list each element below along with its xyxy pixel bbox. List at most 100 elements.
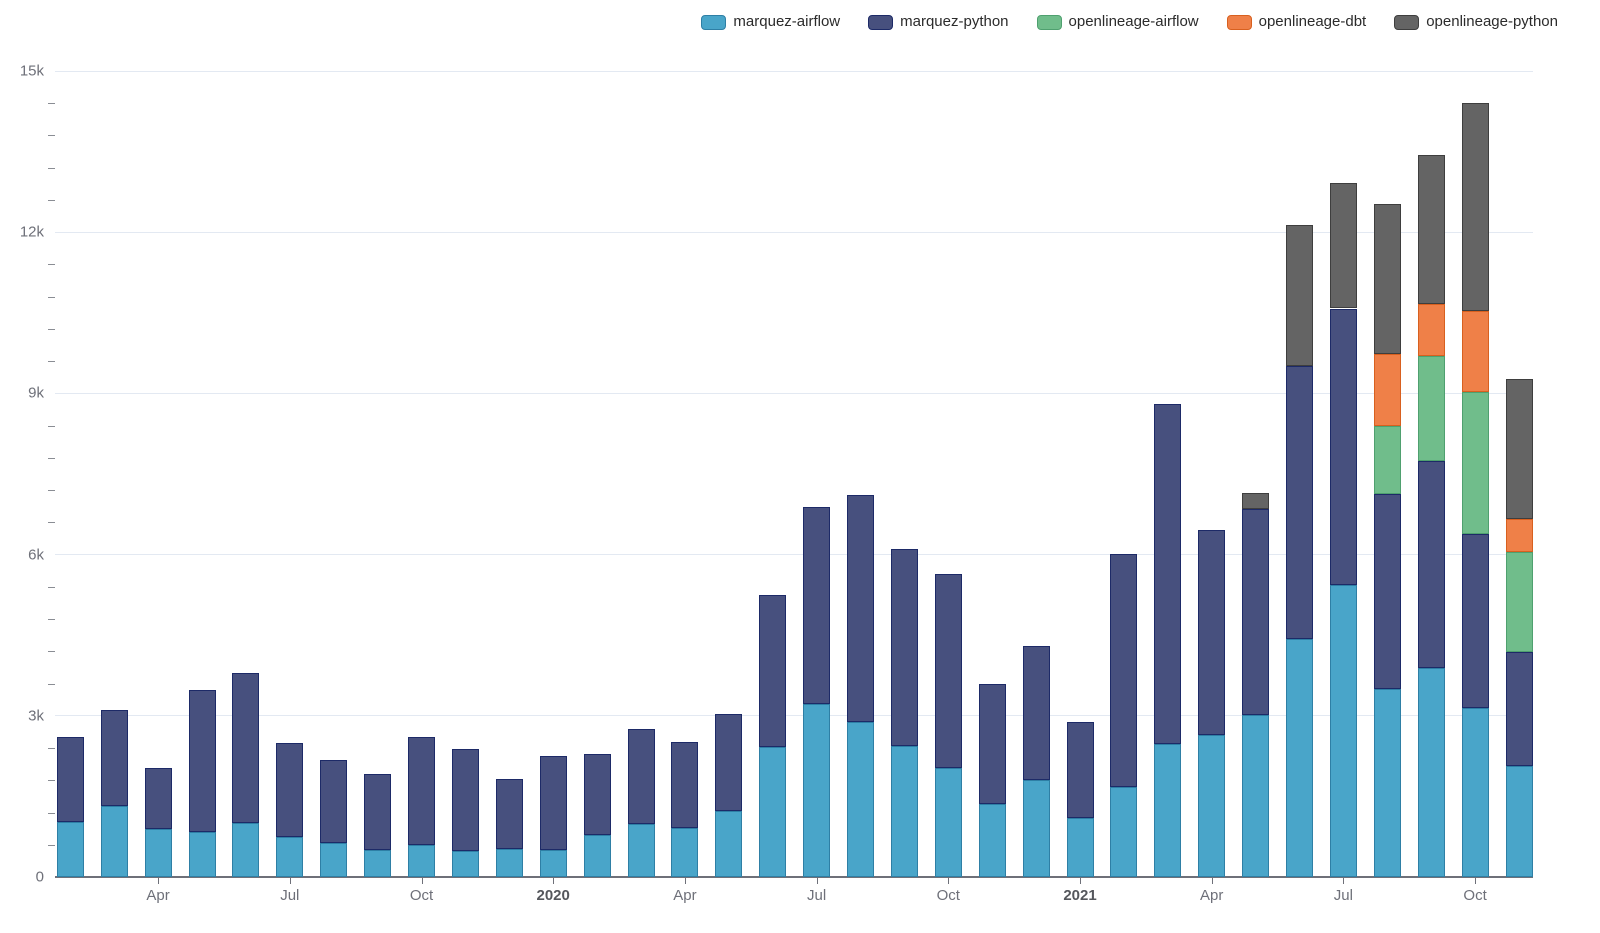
segment-marquez-airflow-2020-04[interactable]	[671, 828, 699, 877]
segment-marquez-python-2020-11[interactable]	[978, 683, 1006, 804]
bar-2021-10[interactable]	[1461, 0, 1489, 877]
segment-openlineage-python-2021-05[interactable]	[1242, 492, 1270, 509]
segment-marquez-python-2019-12[interactable]	[495, 778, 523, 850]
segment-openlineage-python-2021-08[interactable]	[1373, 203, 1401, 354]
segment-marquez-python-2021-03[interactable]	[1154, 403, 1182, 745]
bar-2020-02[interactable]	[583, 0, 611, 877]
bar-2019-02[interactable]	[56, 0, 84, 877]
segment-openlineage-python-2021-10[interactable]	[1461, 102, 1489, 311]
segment-marquez-python-2019-05[interactable]	[188, 690, 216, 833]
segment-marquez-airflow-2019-10[interactable]	[408, 845, 435, 877]
segment-marquez-python-2021-10[interactable]	[1461, 534, 1489, 708]
segment-marquez-python-2021-07[interactable]	[1329, 308, 1357, 586]
segment-marquez-airflow-2020-11[interactable]	[978, 803, 1006, 877]
segment-marquez-python-2019-02[interactable]	[56, 736, 84, 823]
legend-item-openlineage-python[interactable]: openlineage-python	[1394, 12, 1558, 32]
segment-marquez-airflow-2019-05[interactable]	[188, 832, 216, 877]
bar-2019-09[interactable]	[364, 0, 392, 877]
segment-marquez-python-2020-05[interactable]	[715, 713, 743, 811]
segment-marquez-airflow-2020-02[interactable]	[583, 834, 611, 877]
segment-marquez-airflow-2021-07[interactable]	[1329, 585, 1357, 877]
segment-marquez-python-2019-10[interactable]	[408, 737, 435, 846]
segment-marquez-python-2021-04[interactable]	[1198, 530, 1226, 735]
bar-2021-06[interactable]	[1286, 0, 1313, 877]
bar-2020-12[interactable]	[1022, 0, 1050, 877]
segment-marquez-python-2021-11[interactable]	[1505, 651, 1533, 767]
segment-marquez-python-2020-12[interactable]	[1022, 646, 1050, 780]
segment-marquez-airflow-2020-08[interactable]	[847, 721, 874, 877]
bar-2021-09[interactable]	[1417, 0, 1445, 877]
segment-marquez-python-2019-08[interactable]	[320, 759, 348, 844]
bar-2020-04[interactable]	[671, 0, 699, 877]
segment-marquez-python-2021-09[interactable]	[1417, 460, 1445, 668]
bar-2020-05[interactable]	[715, 0, 743, 877]
bar-2020-09[interactable]	[890, 0, 918, 877]
bar-2021-05[interactable]	[1242, 0, 1270, 877]
segment-marquez-python-2019-04[interactable]	[144, 768, 172, 830]
segment-openlineage-airflow-2021-09[interactable]	[1417, 356, 1445, 461]
segment-marquez-airflow-2019-11[interactable]	[451, 851, 479, 877]
segment-marquez-airflow-2021-08[interactable]	[1373, 689, 1401, 877]
segment-marquez-python-2019-09[interactable]	[364, 774, 392, 850]
legend-item-marquez-python[interactable]: marquez-python	[868, 12, 1009, 32]
bar-2019-12[interactable]	[495, 0, 523, 877]
segment-marquez-airflow-2019-06[interactable]	[232, 823, 260, 877]
segment-marquez-airflow-2019-12[interactable]	[495, 849, 523, 877]
bar-2019-05[interactable]	[188, 0, 216, 877]
segment-marquez-airflow-2019-08[interactable]	[320, 843, 348, 877]
segment-marquez-airflow-2021-06[interactable]	[1286, 638, 1313, 877]
segment-marquez-airflow-2021-05[interactable]	[1242, 714, 1270, 877]
segment-marquez-airflow-2021-01[interactable]	[1066, 817, 1094, 877]
bar-2019-03[interactable]	[100, 0, 128, 877]
segment-marquez-airflow-2019-07[interactable]	[276, 837, 304, 877]
segment-openlineage-airflow-2021-08[interactable]	[1373, 426, 1401, 494]
bar-2021-03[interactable]	[1154, 0, 1182, 877]
bar-2021-04[interactable]	[1198, 0, 1226, 877]
bar-2020-06[interactable]	[759, 0, 787, 877]
bar-2019-11[interactable]	[451, 0, 479, 877]
segment-marquez-airflow-2021-11[interactable]	[1505, 766, 1533, 877]
bar-2020-10[interactable]	[934, 0, 962, 877]
segment-marquez-airflow-2020-10[interactable]	[934, 767, 962, 877]
bar-2019-06[interactable]	[232, 0, 260, 877]
bar-2021-02[interactable]	[1110, 0, 1138, 877]
segment-openlineage-python-2021-06[interactable]	[1286, 225, 1313, 366]
segment-marquez-python-2021-05[interactable]	[1242, 508, 1270, 715]
segment-openlineage-dbt-2021-10[interactable]	[1461, 310, 1489, 392]
segment-marquez-airflow-2020-05[interactable]	[715, 810, 743, 877]
segment-marquez-airflow-2019-03[interactable]	[100, 806, 128, 877]
segment-marquez-airflow-2021-10[interactable]	[1461, 707, 1489, 877]
segment-marquez-python-2021-01[interactable]	[1066, 722, 1094, 818]
segment-openlineage-dbt-2021-09[interactable]	[1417, 303, 1445, 357]
bar-2020-11[interactable]	[978, 0, 1006, 877]
segment-marquez-python-2020-10[interactable]	[934, 573, 962, 768]
bar-2020-03[interactable]	[627, 0, 655, 877]
segment-marquez-airflow-2020-03[interactable]	[627, 824, 655, 877]
segment-marquez-python-2020-02[interactable]	[583, 753, 611, 835]
segment-openlineage-python-2021-07[interactable]	[1329, 182, 1357, 309]
legend-item-marquez-airflow[interactable]: marquez-airflow	[701, 12, 840, 32]
segment-marquez-python-2020-09[interactable]	[890, 549, 918, 747]
segment-openlineage-airflow-2021-11[interactable]	[1505, 552, 1533, 652]
segment-marquez-airflow-2021-02[interactable]	[1110, 787, 1138, 877]
segment-marquez-airflow-2020-06[interactable]	[759, 746, 787, 877]
segment-marquez-python-2019-07[interactable]	[276, 743, 304, 838]
segment-openlineage-airflow-2021-10[interactable]	[1461, 391, 1489, 535]
segment-marquez-python-2019-06[interactable]	[232, 673, 260, 824]
segment-marquez-python-2020-03[interactable]	[627, 728, 655, 825]
segment-marquez-airflow-2019-04[interactable]	[144, 829, 172, 877]
legend-item-openlineage-dbt[interactable]: openlineage-dbt	[1226, 12, 1366, 32]
segment-marquez-python-2020-07[interactable]	[803, 506, 831, 704]
segment-marquez-python-2020-04[interactable]	[671, 741, 699, 829]
bar-2020-07[interactable]	[803, 0, 831, 877]
segment-marquez-airflow-2020-09[interactable]	[890, 746, 918, 877]
bar-2021-11[interactable]	[1505, 0, 1533, 877]
bar-2021-08[interactable]	[1373, 0, 1401, 877]
segment-marquez-airflow-2021-09[interactable]	[1417, 667, 1445, 877]
segment-marquez-python-2020-08[interactable]	[847, 495, 874, 722]
bar-2021-01[interactable]	[1066, 0, 1094, 877]
segment-marquez-airflow-2019-09[interactable]	[364, 849, 392, 877]
segment-marquez-python-2019-11[interactable]	[451, 748, 479, 852]
segment-openlineage-python-2021-09[interactable]	[1417, 155, 1445, 304]
bar-2020-08[interactable]	[847, 0, 874, 877]
